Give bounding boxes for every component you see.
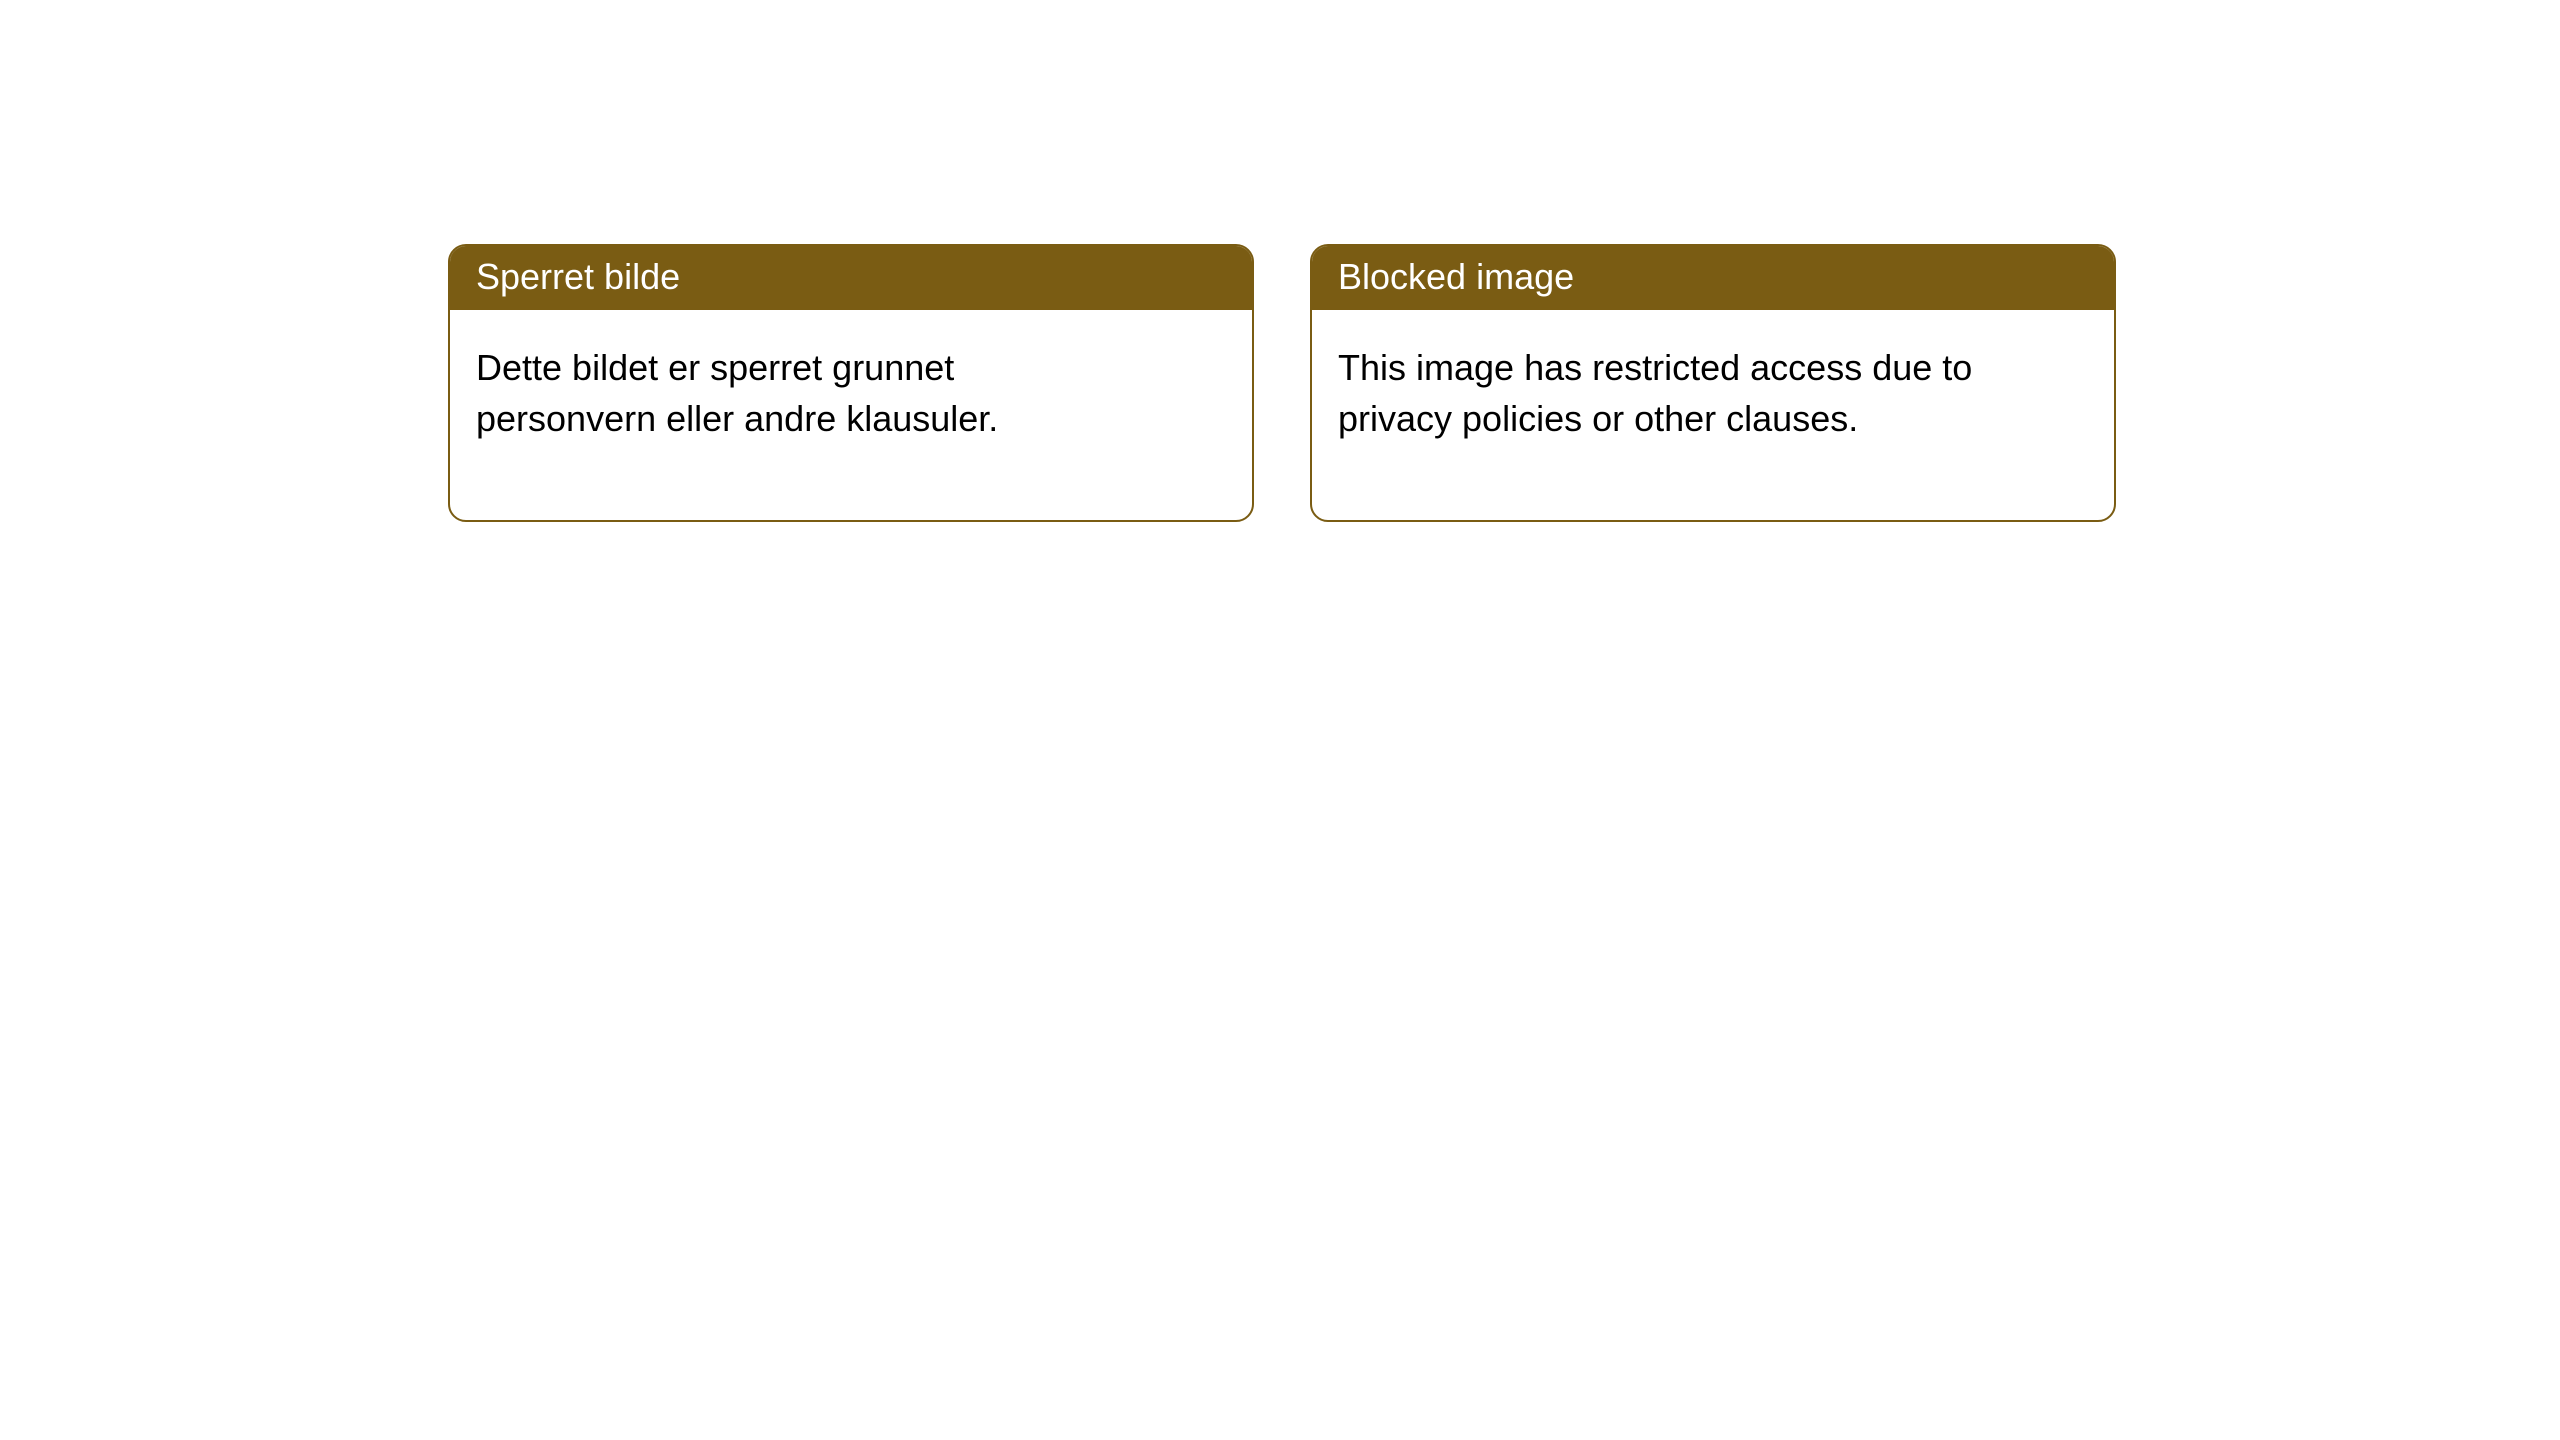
notice-body-text: This image has restricted access due to … bbox=[1338, 347, 1972, 439]
notice-header-text: Blocked image bbox=[1338, 256, 1574, 297]
notice-header: Blocked image bbox=[1312, 246, 2114, 310]
notice-card-norwegian: Sperret bilde Dette bildet er sperret gr… bbox=[448, 244, 1254, 522]
notice-card-english: Blocked image This image has restricted … bbox=[1310, 244, 2116, 522]
notice-header-text: Sperret bilde bbox=[476, 256, 680, 297]
notice-header: Sperret bilde bbox=[450, 246, 1252, 310]
notice-body-text: Dette bildet er sperret grunnet personve… bbox=[476, 347, 998, 439]
notice-body: Dette bildet er sperret grunnet personve… bbox=[450, 310, 1170, 520]
notice-container: Sperret bilde Dette bildet er sperret gr… bbox=[0, 0, 2560, 522]
notice-body: This image has restricted access due to … bbox=[1312, 310, 2032, 520]
